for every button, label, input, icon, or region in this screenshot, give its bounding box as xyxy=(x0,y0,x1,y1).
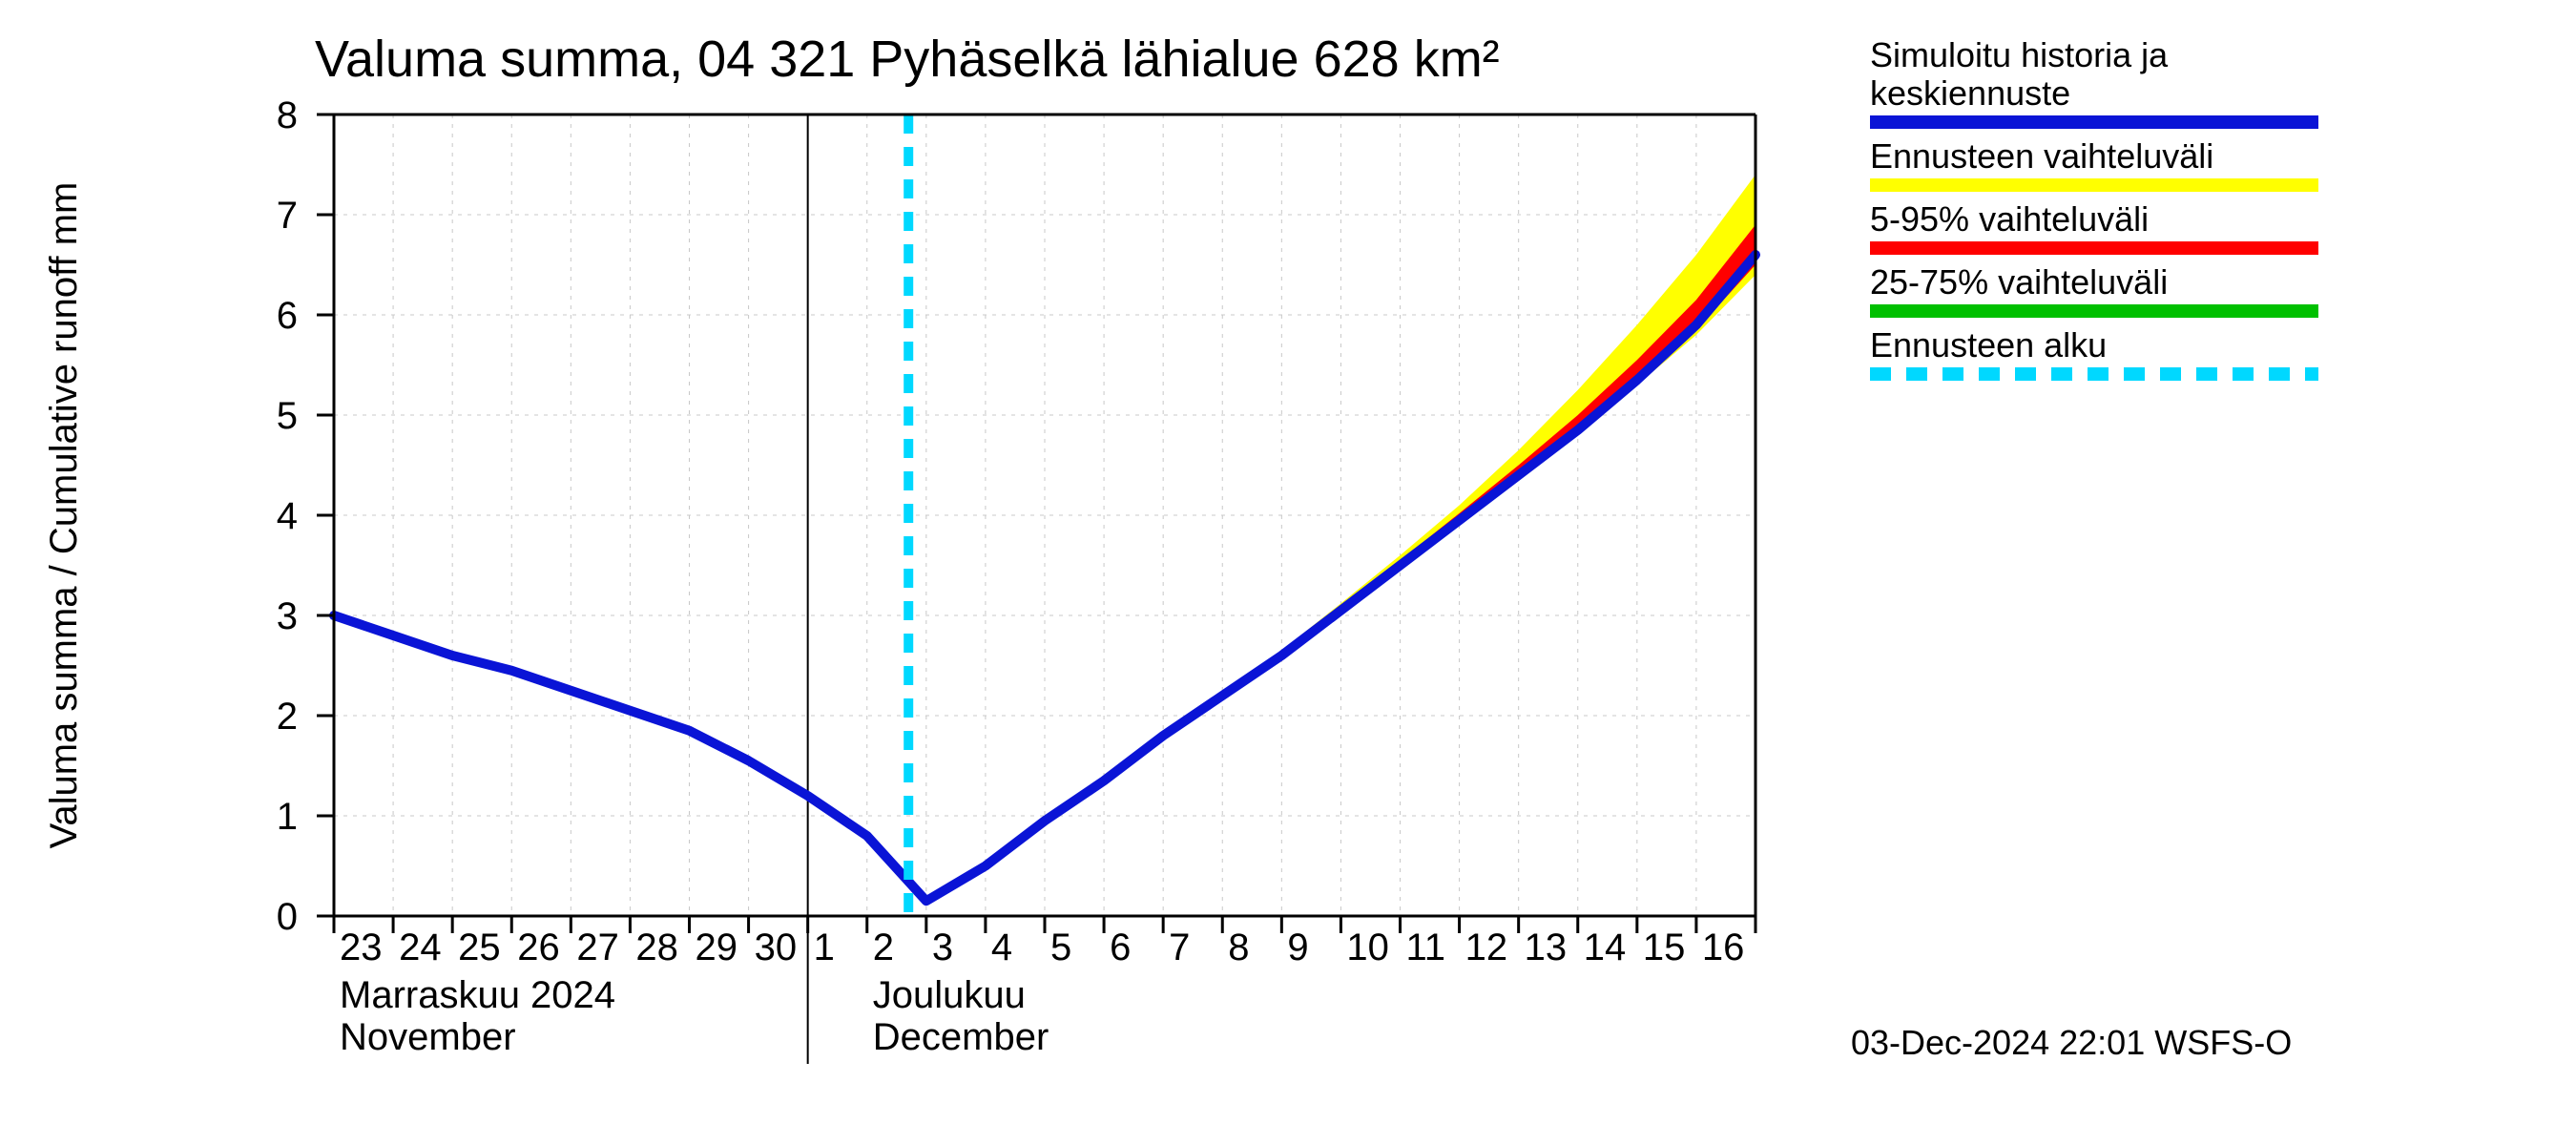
x-tick-label: 12 xyxy=(1465,926,1508,968)
month-label-en: December xyxy=(873,1016,1049,1058)
legend-label: Simuloitu historia ja xyxy=(1870,35,2169,74)
x-tick-label: 14 xyxy=(1584,926,1627,968)
y-tick-label: 4 xyxy=(277,495,298,537)
x-tick-label: 30 xyxy=(755,926,798,968)
month-label-en: November xyxy=(340,1016,516,1058)
x-tick-label: 24 xyxy=(399,926,442,968)
y-tick-label: 1 xyxy=(277,796,298,838)
y-tick-label: 0 xyxy=(277,896,298,938)
x-tick-label: 3 xyxy=(932,926,953,968)
x-tick-label: 4 xyxy=(991,926,1012,968)
y-tick-label: 5 xyxy=(277,395,298,437)
legend-label: keskiennuste xyxy=(1870,73,2070,113)
x-tick-label: 2 xyxy=(873,926,894,968)
x-tick-label: 16 xyxy=(1702,926,1745,968)
y-tick-label: 6 xyxy=(277,295,298,337)
chart-svg: 0123456782324252627282930123456789101112… xyxy=(0,0,2576,1145)
month-label-fi: Marraskuu 2024 xyxy=(340,974,615,1016)
x-tick-label: 23 xyxy=(340,926,383,968)
x-tick-label: 9 xyxy=(1287,926,1308,968)
y-tick-label: 8 xyxy=(277,94,298,136)
x-tick-label: 29 xyxy=(696,926,738,968)
x-tick-label: 8 xyxy=(1228,926,1249,968)
x-tick-label: 1 xyxy=(814,926,835,968)
legend-label: 25-75% vaihteluväli xyxy=(1870,262,2168,302)
x-tick-label: 26 xyxy=(517,926,560,968)
x-tick-label: 10 xyxy=(1346,926,1389,968)
chart-footer: 03-Dec-2024 22:01 WSFS-O xyxy=(1851,1023,2292,1062)
x-tick-label: 6 xyxy=(1110,926,1131,968)
x-tick-label: 25 xyxy=(458,926,500,968)
x-tick-label: 7 xyxy=(1169,926,1190,968)
x-tick-label: 15 xyxy=(1643,926,1686,968)
legend-label: Ennusteen alku xyxy=(1870,325,2107,364)
x-tick-label: 13 xyxy=(1525,926,1568,968)
month-label-fi: Joulukuu xyxy=(873,974,1026,1016)
x-tick-label: 27 xyxy=(576,926,619,968)
runoff-chart: 0123456782324252627282930123456789101112… xyxy=(0,0,2576,1145)
legend-label: 5-95% vaihteluväli xyxy=(1870,199,2149,239)
y-tick-label: 3 xyxy=(277,595,298,637)
x-tick-label: 11 xyxy=(1406,926,1446,968)
legend-label: Ennusteen vaihteluväli xyxy=(1870,136,2213,176)
x-tick-label: 28 xyxy=(635,926,678,968)
y-tick-label: 7 xyxy=(277,195,298,237)
y-axis-label: Valuma summa / Cumulative runoff mm xyxy=(43,182,85,849)
y-tick-label: 2 xyxy=(277,696,298,738)
x-tick-label: 5 xyxy=(1050,926,1071,968)
chart-title: Valuma summa, 04 321 Pyhäselkä lähialue … xyxy=(315,31,1500,88)
